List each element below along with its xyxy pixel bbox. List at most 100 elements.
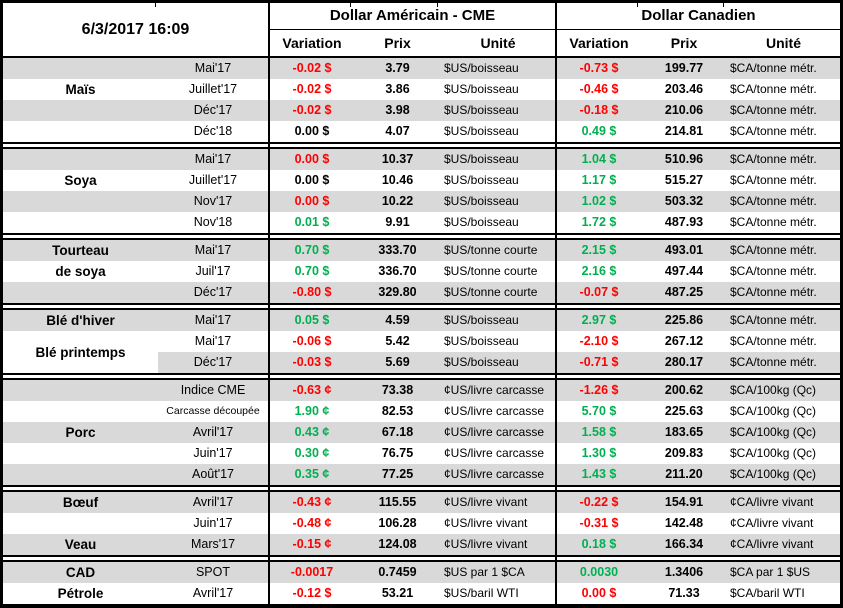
- ca-price-cell: 166.34: [641, 534, 727, 555]
- ca-variation-cell: -1.26 $: [555, 380, 641, 401]
- table-row: Mai'17 0.05 $4.59 $US/boisseau 2.97 $225.86…: [3, 310, 840, 331]
- us-price-cell: 67.18: [354, 422, 441, 443]
- table-row: Juil'17 0.70 $ 336.70 $US/tonne courte 2.16 …: [3, 261, 840, 282]
- us-price-cell: 77.25: [354, 464, 441, 485]
- ca-unit-cell: $CA/tonne métr.: [730, 124, 817, 138]
- ca-unit-cell: $CA/tonne métr.: [730, 82, 817, 96]
- section-ble: Mai'17 0.05 $4.59 $US/boisseau 2.97 $225.86…: [3, 310, 840, 373]
- ca-variation-cell: -0.73 $: [555, 58, 641, 79]
- ca-unit-cell: $CA/tonne métr.: [730, 264, 817, 278]
- label-cell: [3, 583, 158, 604]
- us-price-cell: 10.46: [381, 173, 414, 187]
- label-cell: [3, 149, 158, 170]
- section-tourteau-de-soya: Mai'17 0.70 $333.70 $US/tonne courte 2.15 $…: [3, 240, 840, 303]
- table-header: 6/3/2017 16:09 Dollar Américain - CME Va…: [3, 3, 840, 58]
- ca-unit-cell: $CA/tonne métr.: [727, 149, 840, 170]
- us-unit-cell: $US/boisseau: [444, 334, 519, 348]
- ca-unit-cell: $CA/100kg (Qc): [727, 464, 840, 485]
- ca-variation-cell: -0.46 $: [555, 79, 641, 100]
- us-variation-cell: 1.90 ¢: [268, 401, 354, 422]
- table-row: Déc'17 -0.03 $5.69 $US/boisseau -0.71 $280.…: [3, 352, 840, 373]
- ca-unit-cell: $CA/tonne métr.: [727, 282, 840, 303]
- ca-unit-cell: $CA/tonne métr.: [727, 310, 840, 331]
- ca-variation-cell: 2.97 $: [555, 310, 641, 331]
- us-price-cell: 4.59: [354, 310, 441, 331]
- label-cell: [3, 310, 158, 331]
- us-variation-cell: 0.01 $: [268, 212, 354, 233]
- table-row: Juin'17 -0.48 ¢ 106.28 ¢US/livre vivant -0.3…: [3, 513, 840, 534]
- section-divider: [3, 373, 840, 380]
- ca-variation-cell: 5.70 $: [555, 401, 641, 422]
- section-divider: [3, 485, 840, 492]
- us-price-cell: 10.37: [354, 149, 441, 170]
- us-unit-cell: ¢US/livre carcasse: [441, 422, 555, 443]
- ca-unit-cell: $CA/tonne métr.: [727, 240, 840, 261]
- us-unit-cell: $US/boisseau: [441, 352, 555, 373]
- ca-unit-cell: $CA/tonne métr.: [727, 191, 840, 212]
- ca-price-cell: 199.77: [641, 58, 727, 79]
- ca-price-cell: 267.12: [664, 334, 704, 348]
- ca-unit-header: Unité: [766, 35, 801, 51]
- ca-price-cell: 487.25: [641, 282, 727, 303]
- table-row: SPOT -0.0017 0.7459 $US par 1 $CA 0.0030 1.34…: [3, 562, 840, 583]
- month-cell: Août'17: [158, 464, 268, 485]
- month-cell: Avril'17: [158, 422, 268, 443]
- ca-variation-cell: 1.30 $: [555, 443, 641, 464]
- ca-variation-cell: -0.22 $: [555, 492, 641, 513]
- us-price-cell: 336.70: [378, 264, 417, 278]
- us-unit-cell: $US/boisseau: [441, 58, 555, 79]
- month-cell: Juin'17: [193, 516, 233, 530]
- ca-unit-cell: $CA/tonne métr.: [727, 58, 840, 79]
- ca-price-cell: 1.3406: [641, 562, 727, 583]
- us-price-cell: 3.98: [354, 100, 441, 121]
- us-variation-cell: 0.70 $: [268, 261, 354, 282]
- label-cell: [3, 513, 158, 534]
- table-row: Mai'17 -0.02 $3.79 $US/boisseau -0.73 $199.…: [3, 58, 840, 79]
- us-variation-cell: -0.48 ¢: [268, 513, 354, 534]
- us-variation-cell: 0.30 ¢: [268, 443, 354, 464]
- ca-price-cell: 503.32: [641, 191, 727, 212]
- section-soya: Mai'17 0.00 $10.37 $US/boisseau 1.04 $510.9…: [3, 149, 840, 233]
- us-unit-cell: $US/boisseau: [441, 100, 555, 121]
- ca-price-cell: 154.91: [641, 492, 727, 513]
- ca-price-cell: 225.63: [664, 404, 704, 418]
- table-row: Juillet'17 -0.02 $ 3.86 $US/boisseau -0.46 $…: [3, 79, 840, 100]
- section-divider: [3, 233, 840, 240]
- us-variation-cell: -0.63 ¢: [268, 380, 354, 401]
- us-variation-cell: -0.02 $: [268, 79, 354, 100]
- ca-price-cell: 209.83: [664, 446, 704, 460]
- month-cell: Mars'17: [158, 534, 268, 555]
- ca-unit-cell: $CA/100kg (Qc): [730, 446, 817, 460]
- label-cell: [3, 534, 158, 555]
- us-unit-cell: $US/boisseau: [444, 124, 519, 138]
- table-row: Mai'17 -0.06 $ 5.42 $US/boisseau -2.10 $ 267.…: [3, 331, 840, 352]
- us-variation-cell: -0.12 $: [268, 583, 354, 604]
- ca-price-cell: 200.62: [641, 380, 727, 401]
- us-unit-cell: $US/boisseau: [444, 173, 519, 187]
- month-cell: Déc'17: [158, 282, 268, 303]
- us-unit-cell: ¢US/livre carcasse: [444, 446, 545, 460]
- us-block-title: Dollar Américain - CME: [270, 3, 555, 30]
- ca-price-cell: 225.86: [641, 310, 727, 331]
- ca-variation-cell: 0.49 $: [555, 121, 641, 142]
- us-price-cell: 5.42: [385, 334, 410, 348]
- table-row: Nov'17 0.00 $10.22 $US/boisseau 1.02 $503.3…: [3, 191, 840, 212]
- ca-unit-cell: ¢CA/livre vivant: [727, 534, 840, 555]
- us-unit-cell: ¢US/livre vivant: [441, 492, 555, 513]
- label-cell: [3, 282, 158, 303]
- section-divider: [3, 142, 840, 149]
- ca-price-cell: 510.96: [641, 149, 727, 170]
- us-unit-cell: $US par 1 $CA: [441, 562, 555, 583]
- table-row: Avril'17 -0.43 ¢ 115.55 ¢US/livre vivant -0.…: [3, 492, 840, 513]
- us-dollar-block-header: Dollar Américain - CME Variation Prix Un…: [268, 3, 555, 56]
- table-row: Juillet'17 0.00 $ 10.46 $US/boisseau 1.17 $ 5…: [3, 170, 840, 191]
- ca-variation-cell: 1.04 $: [555, 149, 641, 170]
- ca-variation-cell: -0.71 $: [555, 352, 641, 373]
- ca-block-title: Dollar Canadien: [557, 3, 840, 30]
- ca-price-cell: 497.44: [664, 264, 704, 278]
- table-row: Indice CME -0.63 ¢ 73.38 ¢US/livre carcasse…: [3, 380, 840, 401]
- month-cell: Juillet'17: [188, 173, 238, 187]
- us-variation-cell: -0.03 $: [268, 352, 354, 373]
- us-price-cell: 106.28: [378, 516, 417, 530]
- month-cell: Mai'17: [158, 58, 268, 79]
